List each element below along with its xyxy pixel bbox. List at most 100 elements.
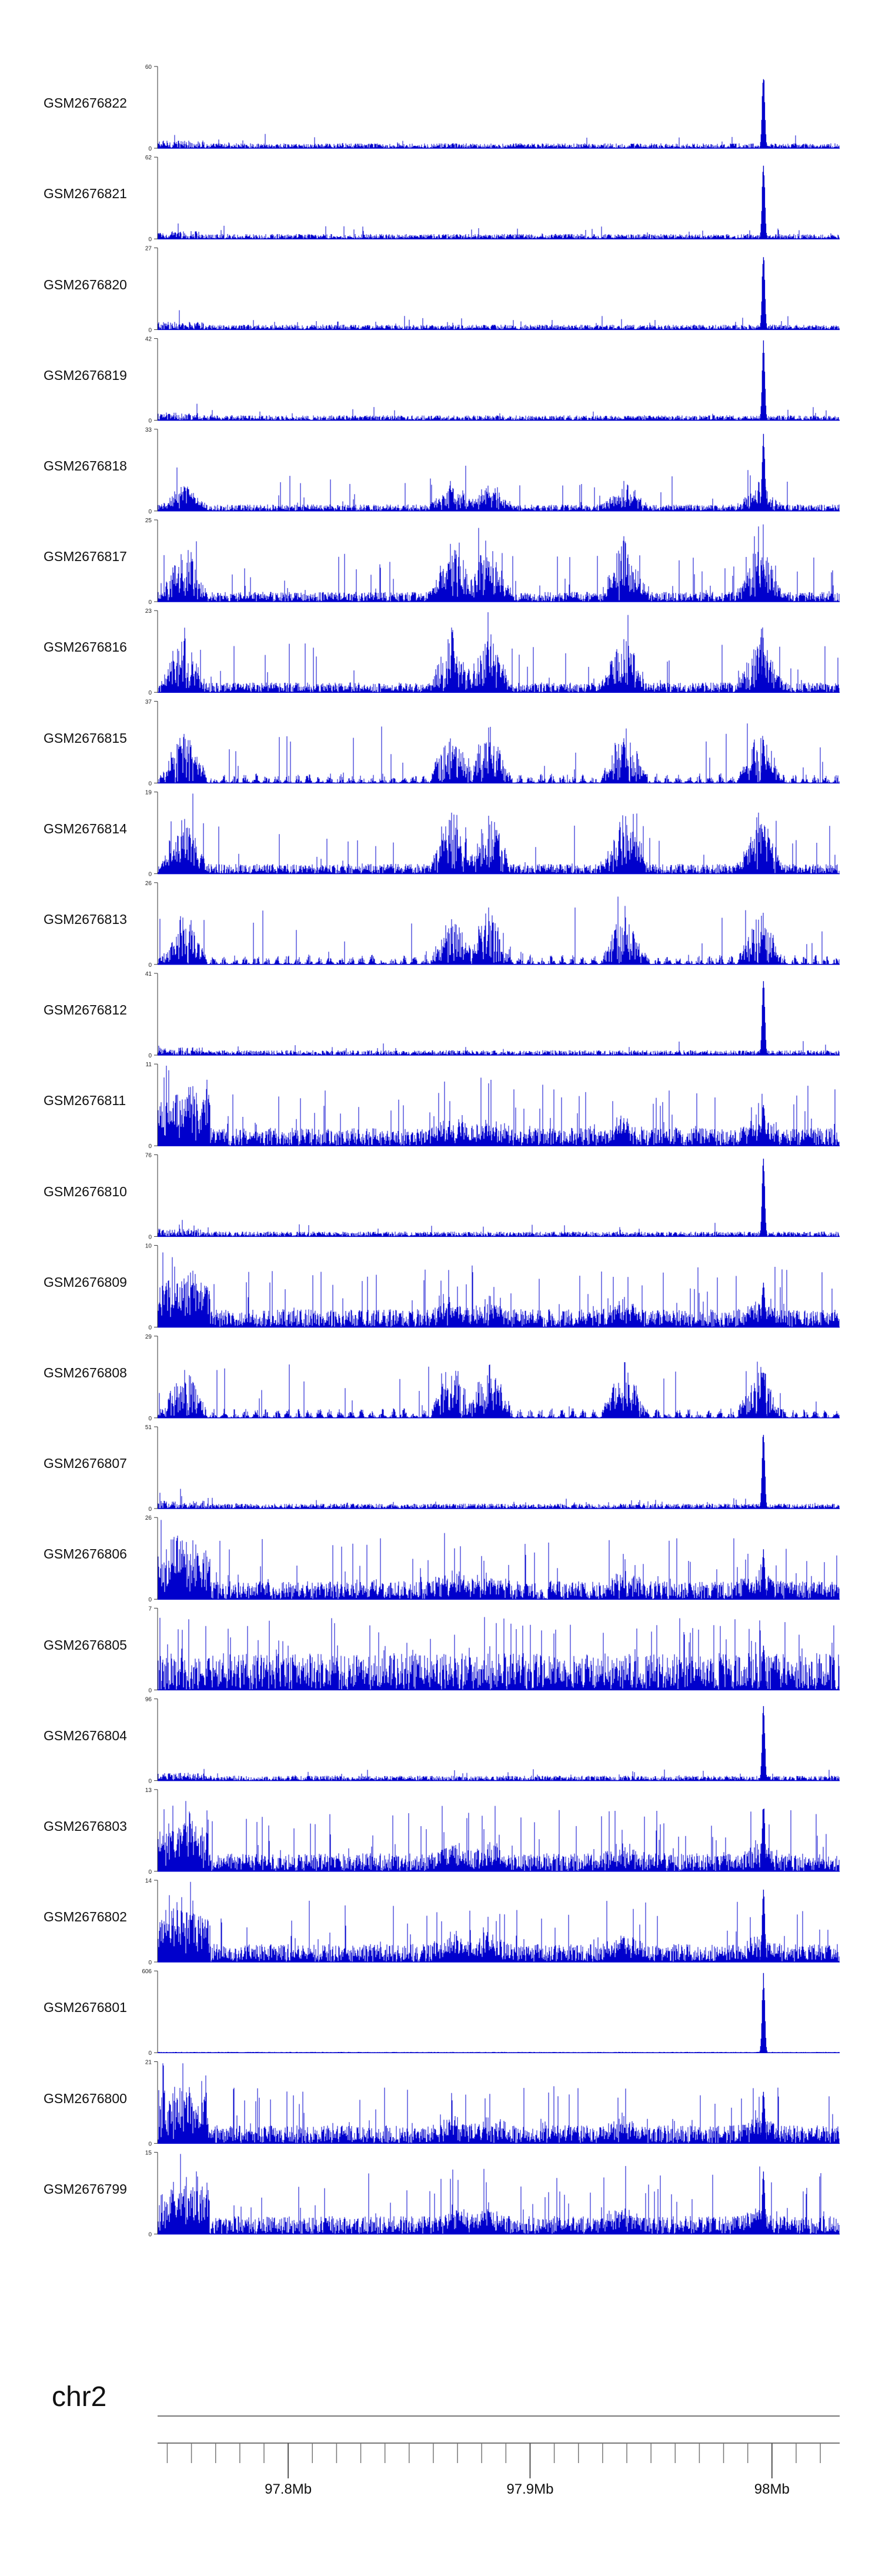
main-peak	[759, 79, 768, 148]
main-peak	[759, 2171, 768, 2234]
track-label: GSM2676817	[44, 549, 127, 565]
y-zero-label: 0	[148, 1416, 152, 1422]
y-max-label: 29	[145, 1334, 152, 1340]
y-zero-label: 0	[148, 146, 152, 152]
y-zero-label: 0	[148, 1234, 152, 1240]
coverage-signal	[158, 2063, 840, 2144]
track-label: GSM2676818	[44, 458, 127, 473]
y-zero-label: 0	[148, 962, 152, 969]
y-zero-label: 0	[148, 236, 152, 243]
main-peak	[759, 1434, 768, 1509]
main-peak	[759, 257, 768, 330]
coverage-signal	[158, 2154, 840, 2234]
y-zero-label: 0	[148, 509, 152, 515]
y-max-label: 21	[145, 2059, 152, 2066]
y-max-label: 62	[145, 155, 152, 161]
coverage-signal	[158, 1066, 840, 1146]
y-zero-label: 0	[148, 2141, 152, 2147]
ruler-tick-label: 98Mb	[754, 2481, 790, 2497]
y-zero-label: 0	[148, 690, 152, 696]
main-peak	[759, 1549, 768, 1600]
y-max-label: 42	[145, 336, 152, 343]
track-label: GSM2676802	[44, 1909, 127, 1925]
y-max-label: 37	[145, 699, 152, 705]
ruler-tick-label: 97.9Mb	[506, 2481, 554, 2497]
y-zero-label: 0	[148, 1960, 152, 1966]
coverage-signal	[158, 1617, 840, 1690]
track-label: GSM2676812	[44, 1002, 127, 1018]
y-max-label: 76	[145, 1152, 152, 1159]
coverage-signal	[158, 793, 840, 874]
track-label: GSM2676808	[44, 1364, 127, 1380]
y-max-label: 13	[145, 1787, 152, 1794]
main-peak	[759, 1808, 768, 1871]
track-label: GSM2676813	[44, 911, 127, 927]
y-max-label: 96	[145, 1697, 152, 1703]
track-label: GSM2676816	[44, 639, 127, 655]
main-peak	[759, 1105, 768, 1146]
y-zero-label: 0	[148, 1506, 152, 1513]
y-max-label: 41	[145, 971, 152, 977]
y-max-label: 606	[142, 1968, 152, 1975]
coverage-signal	[158, 524, 840, 602]
track-label: GSM2676806	[44, 1546, 127, 1562]
track-label: GSM2676803	[44, 1818, 127, 1834]
y-max-label: 11	[146, 1062, 152, 1068]
y-zero-label: 0	[148, 418, 152, 425]
coverage-signal	[158, 403, 840, 421]
track-label: GSM2676821	[44, 186, 127, 202]
y-zero-label: 0	[148, 1143, 152, 1150]
coverage-signal	[158, 1252, 840, 1327]
y-zero-label: 0	[148, 1778, 152, 1785]
main-peak	[759, 2091, 768, 2144]
coverage-signal	[158, 465, 840, 511]
main-peak	[759, 652, 768, 693]
track-label: GSM2676820	[44, 276, 127, 292]
y-max-label: 23	[145, 608, 152, 615]
coverage-signal	[158, 1881, 840, 1962]
coverage-signal	[158, 723, 840, 783]
main-peak	[759, 837, 768, 874]
y-max-label: 10	[145, 1243, 152, 1250]
track-label: GSM2676799	[44, 2181, 127, 2197]
track-label: GSM2676819	[44, 367, 127, 383]
y-max-label: 15	[145, 2150, 152, 2157]
track-label: GSM2676811	[44, 1093, 126, 1109]
y-max-label: 25	[145, 518, 152, 524]
y-zero-label: 0	[148, 872, 152, 878]
main-peak	[759, 981, 768, 1055]
y-zero-label: 0	[148, 2050, 152, 2057]
main-peak	[759, 564, 768, 602]
track-label: GSM2676805	[44, 1637, 127, 1653]
track-label: GSM2676801	[44, 2000, 127, 2016]
coverage-signal	[158, 1220, 840, 1237]
y-max-label: 14	[145, 1878, 152, 1884]
coverage-signal	[158, 1769, 840, 1781]
coverage-signal	[158, 896, 840, 965]
track-label: GSM2676815	[44, 730, 127, 746]
y-max-label: 26	[145, 880, 152, 887]
main-peak	[759, 433, 768, 511]
main-peak	[759, 739, 768, 783]
coverage-signal	[158, 1489, 840, 1509]
y-max-label: 60	[145, 64, 152, 71]
y-zero-label: 0	[148, 780, 152, 787]
main-peak	[759, 1159, 768, 1237]
main-peak	[759, 1706, 768, 1781]
main-peak	[759, 340, 768, 421]
main-peak	[759, 1890, 768, 1962]
y-max-label: 51	[145, 1424, 152, 1431]
coverage-signal	[158, 1362, 840, 1418]
y-max-label: 7	[148, 1606, 152, 1612]
main-peak	[759, 1646, 768, 1690]
y-zero-label: 0	[148, 1053, 152, 1059]
y-zero-label: 0	[148, 1869, 152, 1876]
y-zero-label: 0	[148, 599, 152, 606]
ruler-tick-label: 97.8Mb	[265, 2481, 312, 2497]
coverage-signal	[158, 134, 840, 148]
track-label: GSM2676804	[44, 1727, 127, 1743]
coverage-signal	[158, 1041, 840, 1055]
coverage-signal	[158, 223, 840, 239]
track-label: GSM2676809	[44, 1274, 127, 1290]
